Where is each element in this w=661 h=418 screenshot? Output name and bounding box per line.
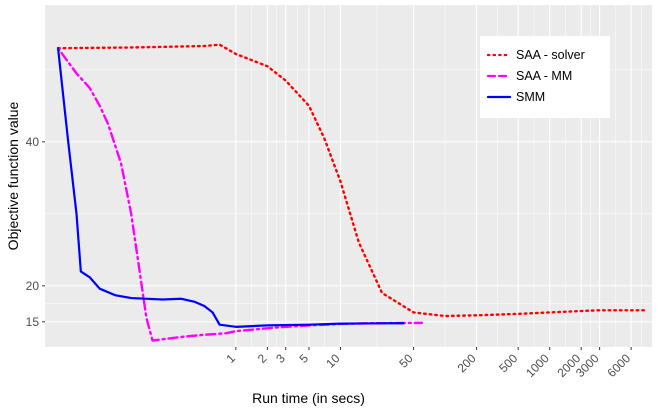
x-tick-label: 1000 <box>523 351 552 380</box>
x-tick-label: 6000 <box>604 351 633 380</box>
y-axis-ticks: 15 20 40 <box>26 135 45 329</box>
legend: SAA - solver SAA - MM SMM <box>480 36 610 118</box>
x-tick-label: 1 <box>223 351 238 366</box>
x-tick-label: 50 <box>396 351 416 371</box>
legend-label: SMM <box>516 90 545 104</box>
x-axis-title: Run time (in secs) <box>252 390 365 406</box>
x-tick-label: 500 <box>496 351 520 375</box>
x-tick-label: 2 <box>255 351 270 366</box>
y-tick-label: 40 <box>26 135 40 149</box>
x-tick-label: 5 <box>296 351 311 366</box>
x-tick-label: 10 <box>323 351 343 371</box>
y-tick-label: 20 <box>26 279 40 293</box>
legend-label: SAA - MM <box>516 69 572 83</box>
legend-label: SAA - solver <box>516 48 585 62</box>
x-tick-label: 3 <box>273 351 288 366</box>
y-axis-title: Objective function value <box>5 101 21 250</box>
y-tick-label: 15 <box>26 315 40 329</box>
x-tick-label: 200 <box>455 351 479 375</box>
